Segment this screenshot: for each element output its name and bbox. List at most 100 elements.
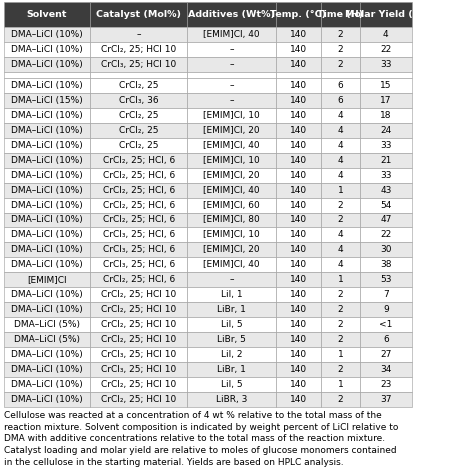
Bar: [4, 108, 90, 123]
Bar: [188, 168, 276, 182]
Bar: [321, 332, 360, 347]
Text: [EMIM]Cl, 40: [EMIM]Cl, 40: [203, 141, 260, 150]
Bar: [4, 317, 90, 332]
Text: CrCl₂, 25; HCl, 6: CrCl₂, 25; HCl, 6: [102, 186, 175, 195]
Bar: [90, 152, 188, 168]
Text: [EMIM]Cl, 10: [EMIM]Cl, 10: [203, 230, 260, 239]
Text: LiBR, 3: LiBR, 3: [216, 395, 247, 404]
Text: 4: 4: [338, 141, 343, 150]
Text: DMA–LiCl (10%): DMA–LiCl (10%): [11, 365, 83, 374]
Bar: [90, 362, 188, 377]
Text: 140: 140: [290, 81, 307, 90]
Bar: [188, 182, 276, 198]
Bar: [4, 198, 90, 212]
Bar: [276, 27, 321, 42]
Bar: [90, 27, 188, 42]
Text: 23: 23: [380, 380, 391, 389]
Text: Solvent: Solvent: [27, 10, 67, 19]
Bar: [360, 2, 412, 27]
Bar: [4, 72, 90, 78]
Bar: [276, 57, 321, 72]
Bar: [360, 392, 412, 407]
Text: –: –: [230, 45, 234, 54]
Bar: [4, 138, 90, 152]
Bar: [321, 198, 360, 212]
Bar: [360, 27, 412, 42]
Bar: [321, 2, 360, 27]
Text: 140: 140: [290, 380, 307, 389]
Bar: [90, 42, 188, 57]
Text: DMA–LiCl (10%): DMA–LiCl (10%): [11, 111, 83, 120]
Bar: [276, 302, 321, 317]
Text: LiBr, 1: LiBr, 1: [217, 365, 246, 374]
Bar: [188, 57, 276, 72]
Bar: [90, 138, 188, 152]
Text: 140: 140: [290, 96, 307, 105]
Text: [EMIM]Cl, 40: [EMIM]Cl, 40: [203, 30, 260, 39]
Bar: [188, 317, 276, 332]
Bar: [90, 228, 188, 242]
Text: DMA–LiCl (10%): DMA–LiCl (10%): [11, 200, 83, 209]
Bar: [4, 392, 90, 407]
Text: CrCl₃, 25; HCl 10: CrCl₃, 25; HCl 10: [101, 365, 176, 374]
Text: CrCl₂, 25: CrCl₂, 25: [119, 111, 159, 120]
Text: 140: 140: [290, 216, 307, 225]
Text: DMA–LiCl (10%): DMA–LiCl (10%): [11, 81, 83, 90]
Text: CrCl₂, 25; HCl 10: CrCl₂, 25; HCl 10: [101, 290, 176, 299]
Text: [EMIM]Cl, 40: [EMIM]Cl, 40: [203, 186, 260, 195]
Bar: [276, 347, 321, 362]
Text: CrCl₃, 25; HCl, 6: CrCl₃, 25; HCl, 6: [102, 230, 175, 239]
Text: Catalyst (Mol%): Catalyst (Mol%): [96, 10, 181, 19]
Bar: [321, 123, 360, 138]
Text: 6: 6: [337, 81, 343, 90]
Bar: [90, 257, 188, 272]
Bar: [4, 257, 90, 272]
Text: DMA–LiCl (10%): DMA–LiCl (10%): [11, 230, 83, 239]
Bar: [90, 2, 188, 27]
Bar: [276, 123, 321, 138]
Text: LiI, 2: LiI, 2: [221, 350, 242, 359]
Bar: [321, 228, 360, 242]
Bar: [276, 93, 321, 108]
Bar: [276, 228, 321, 242]
Bar: [188, 257, 276, 272]
Bar: [360, 72, 412, 78]
Bar: [276, 332, 321, 347]
Bar: [188, 198, 276, 212]
Text: 27: 27: [380, 350, 391, 359]
Bar: [90, 377, 188, 392]
Bar: [360, 57, 412, 72]
Text: 30: 30: [380, 246, 391, 255]
Bar: [276, 108, 321, 123]
Text: DMA–LiCl (10%): DMA–LiCl (10%): [11, 350, 83, 359]
Bar: [321, 347, 360, 362]
Bar: [360, 347, 412, 362]
Bar: [321, 27, 360, 42]
Text: –: –: [230, 81, 234, 90]
Text: Additives (Wt%): Additives (Wt%): [188, 10, 275, 19]
Text: 7: 7: [383, 290, 389, 299]
Text: LiI, 5: LiI, 5: [221, 380, 242, 389]
Text: DMA–LiCl (10%): DMA–LiCl (10%): [11, 60, 83, 69]
Bar: [321, 377, 360, 392]
Text: CrCl₂, 25: CrCl₂, 25: [119, 126, 159, 135]
Text: 140: 140: [290, 156, 307, 165]
Bar: [90, 347, 188, 362]
Bar: [90, 392, 188, 407]
Bar: [90, 302, 188, 317]
Text: [EMIM]Cl, 10: [EMIM]Cl, 10: [203, 111, 260, 120]
Bar: [321, 57, 360, 72]
Bar: [321, 287, 360, 302]
Bar: [4, 93, 90, 108]
Text: DMA–LiCl (10%): DMA–LiCl (10%): [11, 380, 83, 389]
Text: [EMIM]Cl, 80: [EMIM]Cl, 80: [203, 216, 260, 225]
Bar: [276, 168, 321, 182]
Bar: [90, 168, 188, 182]
Bar: [4, 27, 90, 42]
Text: DMA–LiCl (15%): DMA–LiCl (15%): [11, 96, 83, 105]
Text: [EMIM]Cl: [EMIM]Cl: [27, 276, 66, 285]
Bar: [360, 152, 412, 168]
Bar: [321, 78, 360, 93]
Bar: [360, 242, 412, 257]
Text: <1: <1: [379, 320, 393, 329]
